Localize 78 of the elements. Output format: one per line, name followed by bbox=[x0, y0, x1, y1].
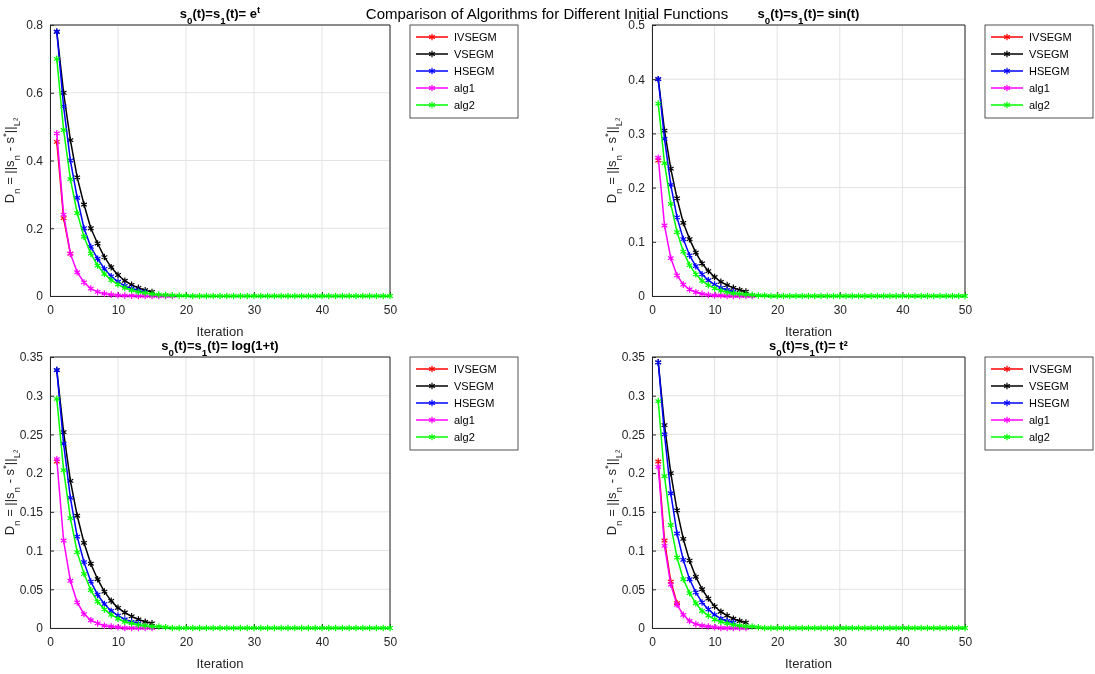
legend-label: alg1 bbox=[1029, 82, 1050, 94]
legend-label: HSEGM bbox=[454, 397, 495, 409]
legend-label: alg2 bbox=[454, 99, 475, 111]
x-tick-label: 0 bbox=[47, 635, 55, 649]
legend-label: IVSEGM bbox=[454, 363, 497, 375]
x-tick-label: 40 bbox=[896, 635, 910, 649]
y-tick-label: 0.35 bbox=[19, 350, 44, 365]
chart-title: s$_{0}$(t)=s$_{1}$(t)= log(1+t) bbox=[161, 338, 279, 358]
y-tick-label: 0.25 bbox=[19, 427, 44, 442]
x-axis-title: Iteration bbox=[785, 324, 832, 339]
x-tick-label: 50 bbox=[958, 635, 973, 649]
legend-label: alg1 bbox=[1029, 414, 1050, 426]
y-tick-label: 0 bbox=[638, 289, 646, 304]
x-tick-label: 50 bbox=[958, 303, 973, 317]
legend-label: alg2 bbox=[1029, 99, 1050, 111]
y-tick-label: 0.15 bbox=[621, 505, 646, 520]
y-tick-label: 0.2 bbox=[628, 180, 646, 195]
x-tick-label: 50 bbox=[383, 303, 398, 317]
legend-label: VSEGM bbox=[1029, 48, 1069, 60]
legend-label: IVSEGM bbox=[1029, 31, 1072, 43]
chart-title: s$_{0}$(t)=s$_{1}$(t)= t² bbox=[769, 338, 849, 358]
x-tick-label: 10 bbox=[708, 635, 723, 649]
y-tick-label: 0.05 bbox=[621, 582, 646, 597]
legend-label: HSEGM bbox=[1029, 397, 1070, 409]
legend-label: IVSEGM bbox=[1029, 363, 1072, 375]
x-tick-label: 20 bbox=[179, 303, 194, 317]
x-tick-label: 30 bbox=[833, 303, 848, 317]
x-tick-label: 30 bbox=[833, 635, 848, 649]
legend-label: HSEGM bbox=[1029, 65, 1070, 77]
x-tick-label: 0 bbox=[47, 303, 55, 317]
legend-label: alg1 bbox=[454, 82, 475, 94]
x-tick-label: 10 bbox=[111, 303, 126, 317]
y-tick-label: 0.05 bbox=[19, 582, 44, 597]
x-tick-label: 0 bbox=[649, 303, 657, 317]
legend-label: VSEGM bbox=[454, 48, 494, 60]
x-tick-label: 20 bbox=[179, 635, 194, 649]
legend-label: IVSEGM bbox=[454, 31, 497, 43]
legend-label: VSEGM bbox=[1029, 380, 1069, 392]
y-tick-label: 0.8 bbox=[26, 18, 44, 33]
chart-title: s$_{0}$(t)=s$_{1}$(t)= e$^{t}$ bbox=[179, 3, 262, 26]
y-tick-label: 0.3 bbox=[628, 389, 646, 404]
y-tick-label: 0 bbox=[36, 289, 44, 304]
x-tick-label: 10 bbox=[111, 635, 126, 649]
x-tick-label: 0 bbox=[649, 635, 657, 649]
y-tick-label: 0.3 bbox=[26, 389, 44, 404]
y-tick-label: 0.6 bbox=[26, 86, 44, 101]
x-tick-label: 30 bbox=[247, 635, 262, 649]
legend-label: alg2 bbox=[454, 431, 475, 443]
x-tick-label: 40 bbox=[315, 303, 330, 317]
legend-label: VSEGM bbox=[454, 380, 494, 392]
y-tick-label: 0.1 bbox=[628, 235, 646, 250]
y-tick-label: 0 bbox=[638, 621, 646, 636]
legend-label: HSEGM bbox=[454, 65, 495, 77]
x-axis-title: Iteration bbox=[785, 656, 832, 671]
y-tick-label: 0.1 bbox=[26, 543, 44, 558]
y-tick-label: 0.1 bbox=[628, 543, 646, 558]
x-tick-label: 30 bbox=[247, 303, 262, 317]
x-tick-label: 10 bbox=[708, 303, 723, 317]
x-axis-title: Iteration bbox=[196, 324, 244, 339]
y-tick-label: 0.4 bbox=[26, 153, 44, 168]
y-tick-label: 0.25 bbox=[621, 427, 646, 442]
y-tick-label: 0.15 bbox=[19, 505, 44, 520]
y-tick-label: 0.35 bbox=[621, 350, 646, 365]
x-tick-label: 50 bbox=[383, 635, 398, 649]
y-tick-label: 0.4 bbox=[628, 72, 646, 87]
y-tick-label: 0 bbox=[36, 621, 44, 636]
x-tick-label: 40 bbox=[315, 635, 330, 649]
x-tick-label: 20 bbox=[771, 635, 785, 649]
legend-label: alg2 bbox=[1029, 431, 1050, 443]
legend-label: alg1 bbox=[454, 414, 475, 426]
y-tick-label: 0.2 bbox=[628, 466, 646, 481]
y-tick-label: 0.3 bbox=[628, 126, 646, 141]
x-tick-label: 40 bbox=[896, 303, 910, 317]
x-tick-label: 20 bbox=[771, 303, 785, 317]
y-tick-label: 0.2 bbox=[26, 221, 44, 236]
y-tick-label: 0.2 bbox=[26, 466, 44, 481]
chart-title: s$_{0}$(t)=s$_{1}$(t)= sin(t) bbox=[757, 6, 860, 26]
x-axis-title: Iteration bbox=[196, 656, 244, 671]
